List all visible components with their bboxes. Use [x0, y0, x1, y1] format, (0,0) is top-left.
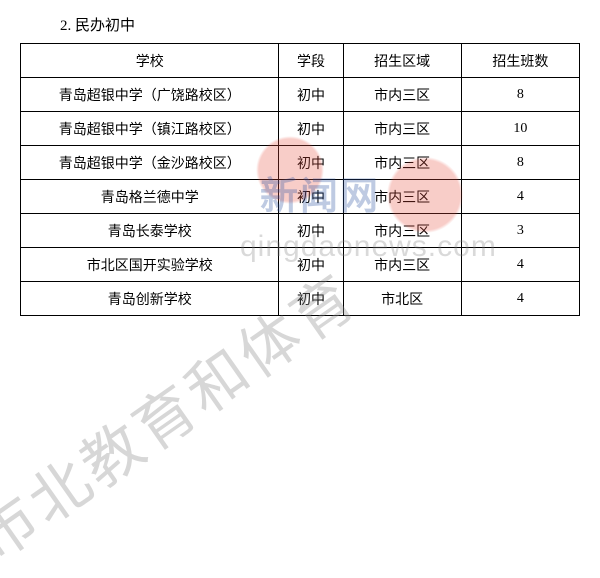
cell-school: 市北区国开实验学校 [21, 248, 279, 282]
cell-count: 8 [461, 146, 579, 180]
table-row: 青岛长泰学校 初中 市内三区 3 [21, 214, 580, 248]
cell-stage: 初中 [279, 214, 343, 248]
table-row: 青岛格兰德中学 初中 市内三区 4 [21, 180, 580, 214]
cell-area: 市北区 [343, 282, 461, 316]
cell-count: 3 [461, 214, 579, 248]
cell-area: 市内三区 [343, 214, 461, 248]
cell-school: 青岛长泰学校 [21, 214, 279, 248]
section-title: 2. 民办初中 [60, 14, 580, 35]
cell-count: 4 [461, 248, 579, 282]
cell-area: 市内三区 [343, 78, 461, 112]
cell-count: 4 [461, 180, 579, 214]
cell-count: 10 [461, 112, 579, 146]
table-header-row: 学校 学段 招生区域 招生班数 [21, 44, 580, 78]
table-row: 青岛超银中学（镇江路校区） 初中 市内三区 10 [21, 112, 580, 146]
cell-stage: 初中 [279, 282, 343, 316]
cell-area: 市内三区 [343, 146, 461, 180]
cell-area: 市内三区 [343, 248, 461, 282]
col-header-count: 招生班数 [461, 44, 579, 78]
cell-stage: 初中 [279, 248, 343, 282]
cell-stage: 初中 [279, 146, 343, 180]
cell-stage: 初中 [279, 180, 343, 214]
cell-area: 市内三区 [343, 112, 461, 146]
table-row: 青岛超银中学（金沙路校区） 初中 市内三区 8 [21, 146, 580, 180]
cell-school: 青岛创新学校 [21, 282, 279, 316]
cell-school: 青岛超银中学（金沙路校区） [21, 146, 279, 180]
col-header-area: 招生区域 [343, 44, 461, 78]
cell-school: 青岛超银中学（广饶路校区） [21, 78, 279, 112]
enrollment-table: 学校 学段 招生区域 招生班数 青岛超银中学（广饶路校区） 初中 市内三区 8 … [20, 43, 580, 316]
table-row: 青岛超银中学（广饶路校区） 初中 市内三区 8 [21, 78, 580, 112]
cell-school: 青岛超银中学（镇江路校区） [21, 112, 279, 146]
cell-stage: 初中 [279, 78, 343, 112]
cell-count: 8 [461, 78, 579, 112]
col-header-school: 学校 [21, 44, 279, 78]
cell-stage: 初中 [279, 112, 343, 146]
table-row: 市北区国开实验学校 初中 市内三区 4 [21, 248, 580, 282]
cell-school: 青岛格兰德中学 [21, 180, 279, 214]
cell-area: 市内三区 [343, 180, 461, 214]
table-row: 青岛创新学校 初中 市北区 4 [21, 282, 580, 316]
cell-count: 4 [461, 282, 579, 316]
col-header-stage: 学段 [279, 44, 343, 78]
